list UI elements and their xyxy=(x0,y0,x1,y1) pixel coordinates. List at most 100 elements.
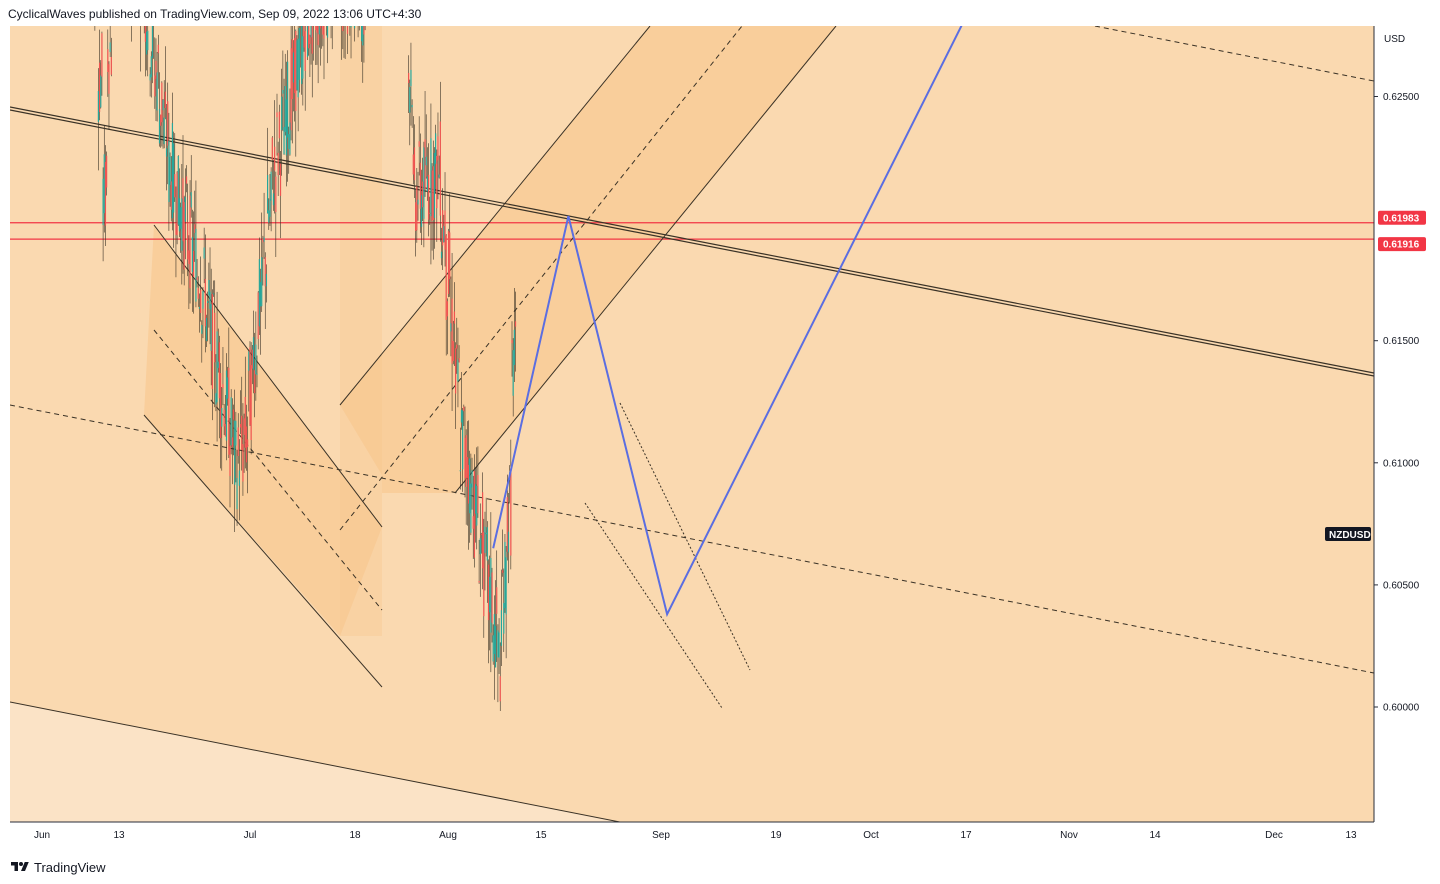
symbol-badge[interactable] xyxy=(1325,527,1371,541)
candle-body xyxy=(189,195,191,289)
candle-body xyxy=(204,278,206,327)
candle-body xyxy=(255,344,257,375)
candle-body xyxy=(453,311,456,324)
candle-body xyxy=(439,121,441,216)
candle-body xyxy=(480,533,483,535)
candle-body xyxy=(303,26,305,48)
candle-body xyxy=(194,224,196,233)
candle-body xyxy=(110,56,112,75)
candle-body xyxy=(412,154,414,175)
candle-body xyxy=(318,26,320,35)
candle-body xyxy=(425,156,427,166)
candle-body xyxy=(460,409,463,423)
candle-body xyxy=(102,178,104,226)
candle-body xyxy=(491,572,493,623)
currency-label: USD xyxy=(1384,34,1405,45)
candle-body xyxy=(321,0,322,8)
candle-body xyxy=(137,0,138,11)
candle-body xyxy=(278,111,280,139)
candle-body xyxy=(469,458,471,514)
candle-body xyxy=(415,202,417,231)
candle-body xyxy=(237,427,239,457)
candle-body xyxy=(230,397,232,446)
candle-body xyxy=(288,134,290,149)
candle-body xyxy=(483,532,485,617)
candle-body xyxy=(205,317,208,341)
candle-body xyxy=(455,348,457,394)
candle-body xyxy=(418,141,420,147)
candle-body xyxy=(466,457,468,479)
candle-body xyxy=(430,138,432,217)
candle-body xyxy=(242,444,244,482)
candle-body xyxy=(142,0,143,21)
candle-body xyxy=(297,38,299,98)
candle-body xyxy=(100,75,102,108)
candle-body xyxy=(304,31,306,71)
candle-body xyxy=(342,26,344,32)
candle-body xyxy=(239,424,242,428)
candle-body xyxy=(149,74,151,81)
candle-body xyxy=(187,222,189,260)
candle-body xyxy=(275,176,277,213)
candle-body xyxy=(411,104,413,108)
candle-body xyxy=(363,26,365,35)
candle-body xyxy=(263,237,265,242)
time-tick-label: Sep xyxy=(652,830,670,841)
lower-support-line xyxy=(10,701,623,822)
candle-body xyxy=(150,56,152,78)
candle-body xyxy=(473,470,475,558)
candle-body xyxy=(155,60,157,79)
candle-body xyxy=(485,532,487,535)
candle-body xyxy=(171,123,174,219)
time-axis[interactable]: Jun 13 Jul 18 Aug 15 Sep 19 Oct 17 Nov 14 Dec 13 xyxy=(0,821,1440,850)
footer-brand[interactable]: TradingView xyxy=(10,858,106,876)
time-tick-label: Jun xyxy=(34,830,50,841)
level-badge-3[interactable] xyxy=(1378,237,1426,252)
price-axis[interactable]: USD0.650000.645000.640000.630000.625000.… xyxy=(1325,0,1440,884)
candle-body xyxy=(482,492,484,569)
candle-body xyxy=(144,26,146,42)
candle-body xyxy=(511,340,513,344)
candle-body xyxy=(104,161,107,226)
candle-body xyxy=(192,250,195,277)
candle-body xyxy=(493,614,495,655)
projected-path-line[interactable] xyxy=(492,0,1005,618)
wedge-upper xyxy=(619,402,751,671)
candle-body xyxy=(306,26,309,57)
candle-body xyxy=(308,26,310,49)
candle-body xyxy=(500,610,503,646)
symbol-badge-label: NZDUSD xyxy=(1329,530,1371,541)
candle-body xyxy=(359,0,360,25)
candle-body xyxy=(98,62,101,112)
candle-body xyxy=(326,26,329,38)
candle-body xyxy=(163,117,165,145)
price-tick-label: 0.60000 xyxy=(1383,703,1420,714)
candle-body xyxy=(270,171,272,201)
price-tick-label: 0.60500 xyxy=(1383,580,1420,591)
candle-body xyxy=(188,250,190,264)
time-tick-label: Dec xyxy=(1265,830,1283,841)
candle-body xyxy=(169,157,171,185)
candle-body xyxy=(151,26,154,58)
candle-body xyxy=(245,426,248,463)
candle-body xyxy=(200,290,202,314)
candle-body xyxy=(444,210,446,250)
candle-body xyxy=(202,290,204,309)
candle-body xyxy=(238,470,240,486)
candle-body xyxy=(503,602,505,634)
plot-area[interactable] xyxy=(10,0,1374,884)
candle-body xyxy=(352,0,353,23)
candle-body xyxy=(272,193,275,206)
candle-body xyxy=(295,30,297,111)
candle-body xyxy=(153,1,154,22)
candle-body xyxy=(227,377,229,399)
candle-body xyxy=(298,27,300,80)
candle-body xyxy=(446,301,448,317)
candle-body xyxy=(362,26,364,46)
candle-body xyxy=(458,358,460,363)
level-badge-label: 0.61916 xyxy=(1383,240,1420,251)
level-badge-2[interactable] xyxy=(1378,210,1426,225)
candle-body xyxy=(301,26,303,85)
candle-body xyxy=(248,351,250,371)
